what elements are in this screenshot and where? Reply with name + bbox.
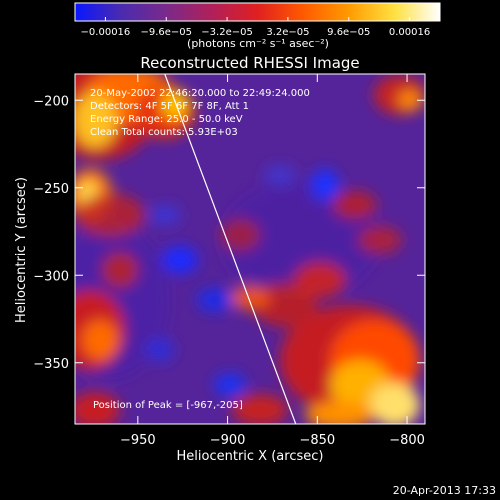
- intensity-blob: [149, 205, 181, 225]
- chart-title: Reconstructed RHESSI Image: [140, 54, 359, 72]
- intensity-blob: [82, 320, 118, 360]
- y-axis-label: Heliocentric Y (arcsec): [14, 177, 29, 323]
- annotation-detectors: Detectors: 4F 5F 6F 7F 8F, Att 1: [90, 101, 249, 112]
- intensity-blob: [102, 252, 138, 288]
- intensity-blob: [370, 383, 420, 424]
- intensity-blob: [75, 193, 145, 237]
- intensity-blob: [358, 226, 402, 254]
- intensity-blob: [294, 262, 346, 298]
- annotation-energy: Energy Range: 25.0 - 50.0 keV: [90, 114, 243, 125]
- annotation-time-range: 20-May-2002 22:46:20.000 to 22:49:24.000: [90, 88, 310, 99]
- intensity-blob: [161, 91, 189, 119]
- intensity-blob: [311, 169, 339, 201]
- intensity-blob: [305, 401, 375, 424]
- y-tick-label: −350: [33, 357, 69, 372]
- y-tick-label: −250: [33, 182, 69, 197]
- intensity-blob: [253, 283, 317, 327]
- overlay-annotations: 20-May-2002 22:46:20.000 to 22:49:24.000…: [90, 88, 310, 138]
- footer-timestamp: 20-Apr-2013 17:33: [393, 484, 496, 497]
- colorbar-tick-label: 9.6e−05: [327, 27, 370, 38]
- x-tick-label: −800: [389, 433, 425, 448]
- y-tick-label: −300: [33, 269, 69, 284]
- intensity-blob: [162, 246, 198, 274]
- intensity-blob: [146, 338, 174, 362]
- colorbar-tick-label: −9.6e−05: [140, 27, 192, 38]
- x-tick-label: −900: [210, 433, 246, 448]
- intensity-blob: [230, 286, 270, 310]
- colorbar-tick-label: −3.2e−05: [201, 27, 253, 38]
- solar-limb-line: [164, 74, 297, 424]
- intensity-blob: [197, 288, 233, 312]
- axes: −950 −900 −850 −800 −200 −250 −300 −350: [33, 74, 425, 448]
- x-tick-label: −850: [299, 433, 335, 448]
- intensity-blob: [264, 165, 296, 185]
- x-axis-label: Heliocentric X (arcsec): [177, 449, 324, 464]
- x-tick-label: −950: [120, 433, 156, 448]
- intensity-blob: [220, 219, 260, 251]
- intensity-blob: [75, 92, 117, 148]
- peak-position-label: Position of Peak = [-967,-205]: [93, 400, 243, 411]
- intensity-blob: [232, 394, 288, 424]
- colorbar-tick-label: −0.00016: [81, 27, 131, 38]
- intensity-blob: [333, 191, 377, 219]
- intensity-blob: [75, 392, 120, 424]
- colorbar: [74, 2, 441, 22]
- plot-frame: [74, 73, 426, 425]
- intensity-blob: [398, 90, 422, 110]
- intensity-blob: [214, 373, 246, 397]
- y-tick-label: −200: [33, 94, 69, 109]
- image-blobs: [75, 74, 425, 424]
- annotation-counts: Clean Total counts: 5.93E+03: [90, 127, 238, 138]
- colorbar-tick-label: 3.2e−05: [266, 27, 309, 38]
- colorbar-unit-label: (photons cm⁻² s⁻¹ asec⁻²): [187, 37, 329, 50]
- colorbar-ticks: −0.00016 −9.6e−05 −3.2e−05 3.2e−05 9.6e−05 0.…: [81, 17, 430, 38]
- colorbar-tick-label: 0.00016: [389, 27, 430, 38]
